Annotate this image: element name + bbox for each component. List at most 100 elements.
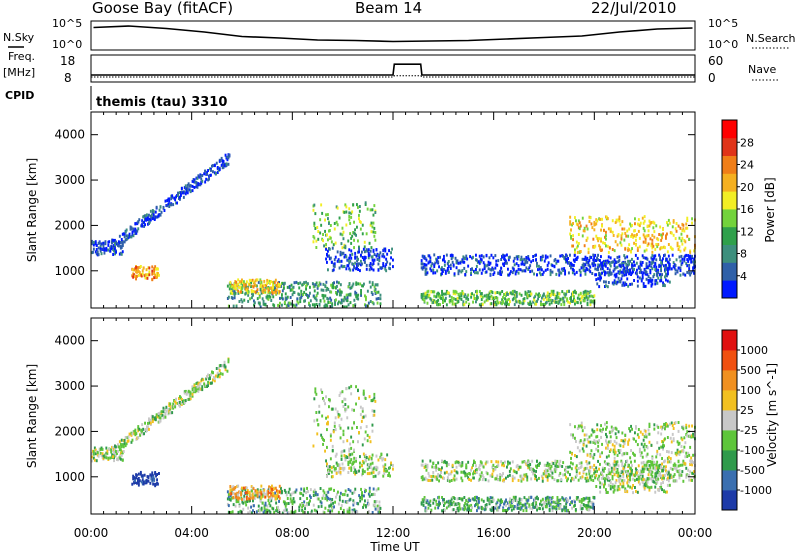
range-gate-cell [175,401,177,405]
range-gate-cell [134,428,137,432]
range-gate-cell [620,270,623,274]
range-gate-cell [239,491,241,495]
range-gate-cell [426,499,429,503]
range-gate-cell [224,365,227,369]
range-gate-cell [143,220,145,224]
range-gate-cell [487,260,490,264]
range-gate-cell [117,443,119,447]
colorbar-swatch [722,209,737,228]
range-gate-cell [612,462,615,466]
range-gate-cell [577,293,580,297]
range-gate-cell [678,476,681,480]
range-gate-cell [313,296,316,300]
range-gate-cell [358,209,361,213]
range-gate-cell [672,463,675,467]
range-gate-cell [479,474,482,478]
range-gate-cell [311,303,314,307]
range-gate-cell [358,247,360,251]
range-gate-cell [660,279,663,283]
range-gate-cell [342,251,345,255]
range-gate-cell [565,253,567,257]
range-gate-cell [644,272,647,276]
range-gate-cell [159,213,162,217]
range-gate-cell [375,488,378,492]
range-gate-cell [377,290,380,294]
range-gate-cell [318,303,321,306]
range-gate-cell [384,249,387,253]
range-gate-cell [115,240,117,244]
range-gate-cell [281,491,283,495]
range-gate-cell [259,284,262,288]
range-gate-cell [372,492,375,496]
range-gate-cell [554,297,557,301]
range-gate-cell [342,237,345,241]
range-gate-cell [174,400,177,403]
range-gate-cell [281,303,283,307]
range-gate-cell [381,266,384,270]
range-gate-cell [328,247,331,251]
range-gate-cell [505,509,507,513]
range-gate-cell [553,265,556,269]
range-gate-cell [659,247,662,251]
range-gate-cell [226,155,229,159]
range-gate-cell [631,233,633,237]
range-gate-cell [511,271,514,275]
range-gate-cell [245,280,248,284]
range-gate-cell [353,246,355,250]
range-gate-cell [578,227,581,231]
range-gate-cell [386,469,389,473]
range-gate-cell [323,511,326,515]
range-gate-cell [515,294,518,298]
range-gate-cell [653,221,656,225]
range-gate-cell [264,511,267,515]
range-gate-cell [450,257,453,261]
range-gate-cell [370,399,373,403]
range-gate-cell [445,464,448,468]
range-gate-cell [583,226,586,230]
range-gate-cell [480,471,483,475]
range-gate-cell [515,471,518,475]
range-gate-cell [135,432,138,436]
range-gate-cell [577,242,580,245]
range-gate-cell [510,508,513,512]
range-gate-cell [111,453,114,457]
range-gate-cell [341,449,344,453]
range-gate-cell [327,422,329,426]
range-gate-cell [691,217,693,221]
range-gate-cell [683,259,686,263]
range-gate-cell [307,490,309,494]
range-gate-cell [648,260,651,264]
range-gate-cell [334,241,337,245]
range-gate-cell [190,394,193,398]
range-gate-cell [328,257,331,261]
range-gate-cell [671,467,674,471]
range-gate-cell [355,294,358,298]
range-gate-cell [618,279,621,283]
range-gate-cell [536,495,538,499]
freq-tick-bottom: 8 [64,71,72,85]
range-gate-cell [358,469,360,473]
range-gate-cell [531,269,534,273]
range-gate-cell [420,502,423,506]
colorbar-swatch [722,262,737,281]
range-gate-cell [136,229,139,233]
y-tick-label: 2000 [54,218,85,232]
range-gate-cell [114,454,116,458]
range-gate-cell [497,506,500,510]
range-gate-cell [561,290,564,294]
range-gate-cell [354,251,357,255]
range-gate-cell [156,275,158,279]
range-gate-cell [346,299,349,303]
range-gate-cell [485,270,488,274]
range-gate-cell [633,459,636,463]
range-gate-cell [347,488,350,491]
range-gate-cell [552,462,555,465]
range-gate-cell [601,224,603,228]
range-gate-cell [647,229,650,233]
range-gate-cell [688,478,691,482]
range-gate-cell [299,281,302,285]
range-gate-cell [507,474,509,478]
range-gate-cell [237,291,240,295]
range-gate-cell [429,479,432,482]
range-gate-cell [499,503,502,507]
